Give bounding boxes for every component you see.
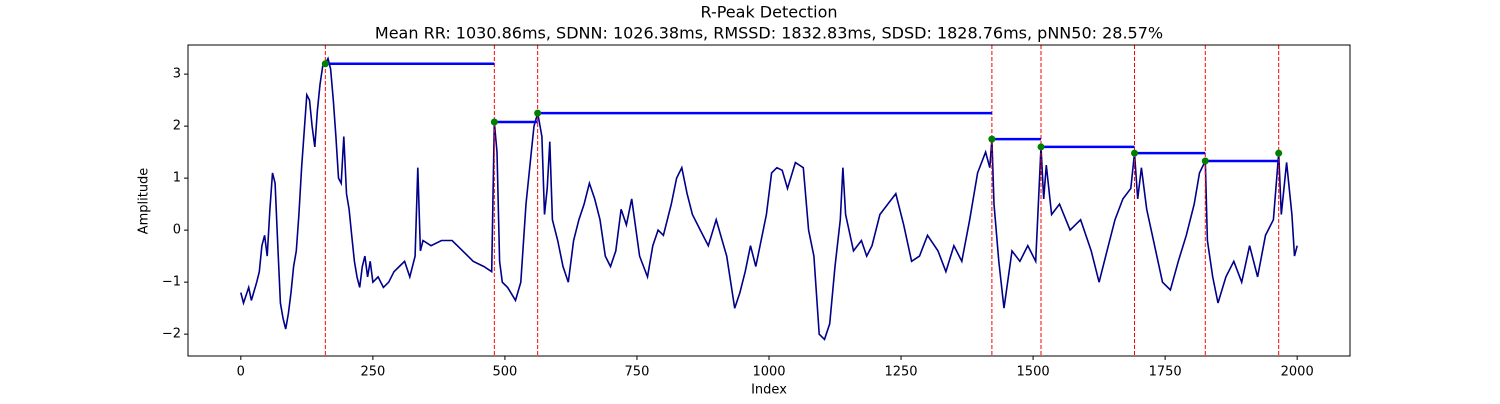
x-tick-label: 1750 <box>1149 365 1182 380</box>
x-tick-label: 1000 <box>752 365 785 380</box>
y-tick-label: 0 <box>173 223 181 238</box>
x-tick-label: 750 <box>625 365 650 380</box>
x-tick-label: 500 <box>492 365 517 380</box>
x-tick-label: 2000 <box>1281 365 1314 380</box>
chart-title: R-Peak Detection <box>700 3 837 22</box>
y-axis-label: Amplitude <box>137 168 152 235</box>
y-tick-label: 1 <box>173 171 181 186</box>
peak-marker <box>321 60 329 68</box>
peak-marker <box>534 109 542 117</box>
x-tick-label: 1500 <box>1017 365 1050 380</box>
y-tick-label: −1 <box>162 275 181 290</box>
peak-marker <box>1131 149 1139 157</box>
chart-subtitle: Mean RR: 1030.86ms, SDNN: 1026.38ms, RMS… <box>375 24 1163 43</box>
peak-marker <box>988 135 996 143</box>
signal-line <box>240 56 1298 341</box>
x-axis-label: Index <box>751 383 787 398</box>
x-tick-label: 250 <box>360 365 385 380</box>
peak-marker <box>490 118 498 126</box>
peak-marker <box>1037 143 1045 151</box>
x-tick-label: 0 <box>237 365 245 380</box>
y-tick-label: −2 <box>162 327 181 342</box>
y-tick-label: 2 <box>173 119 181 134</box>
x-tick-label: 1250 <box>884 365 917 380</box>
y-tick-label: 3 <box>173 67 181 82</box>
peak-marker <box>1201 157 1209 165</box>
plot-frame <box>187 44 1351 357</box>
peak-marker <box>1275 149 1283 157</box>
